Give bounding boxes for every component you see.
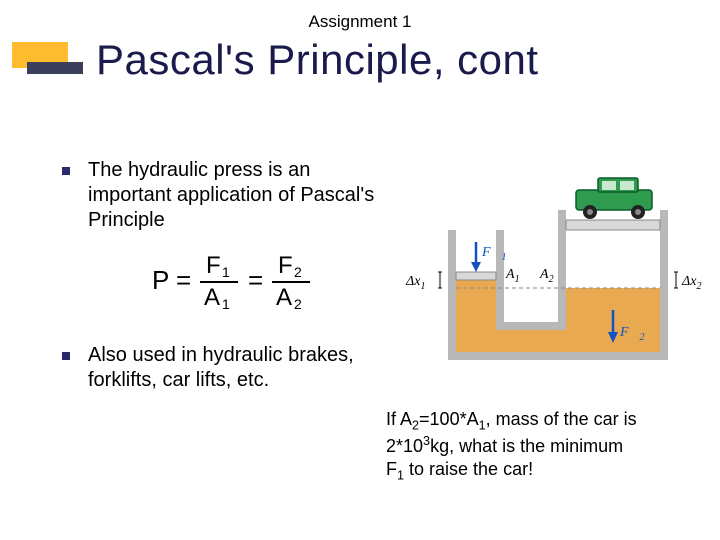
- formula-eq1: =: [176, 265, 191, 295]
- formula-F1: F: [206, 252, 221, 279]
- piston-large: [566, 220, 660, 230]
- svg-text:Δx1: Δx1: [405, 274, 425, 292]
- formula-F1-sub: 1: [222, 264, 230, 280]
- accent-dark: [27, 62, 83, 74]
- svg-text:Δx2: Δx2: [681, 274, 701, 292]
- label-dx1: Δx1: [405, 272, 442, 292]
- label-A2: A2: [539, 267, 554, 285]
- bullet-text: The hydraulic press is an important appl…: [88, 158, 378, 233]
- formula-A2-sub: 2: [294, 296, 302, 312]
- formula-A1-sub: 1: [222, 296, 230, 312]
- title-block: Pascal's Principle, cont: [0, 42, 720, 110]
- bullet-text: Also used in hydraulic brakes, forklifts…: [88, 343, 378, 393]
- assignment-label: Assignment 1: [0, 0, 720, 32]
- formula-A2: A: [276, 284, 292, 311]
- hydraulic-diagram: Δx1 Δx2 A1 A2 F⃗1 F⃗2: [398, 160, 708, 380]
- label-dx2: Δx2: [674, 272, 701, 292]
- bullet-icon: [62, 167, 70, 175]
- problem-text: If A2=100*A1, mass of the car is 2*103kg…: [386, 408, 716, 484]
- bullet-icon: [62, 352, 70, 360]
- car-icon: [576, 178, 652, 219]
- formula-F2: F: [278, 252, 293, 279]
- page-title: Pascal's Principle, cont: [96, 36, 539, 84]
- force-f1-arrow: [471, 242, 481, 272]
- label-A1: A1: [505, 267, 520, 285]
- piston-small: [456, 272, 496, 280]
- formula-eq2: =: [248, 265, 263, 295]
- formula-P: P: [152, 265, 169, 295]
- formula-A1: A: [204, 284, 220, 311]
- formula-F2-sub: 2: [294, 264, 302, 280]
